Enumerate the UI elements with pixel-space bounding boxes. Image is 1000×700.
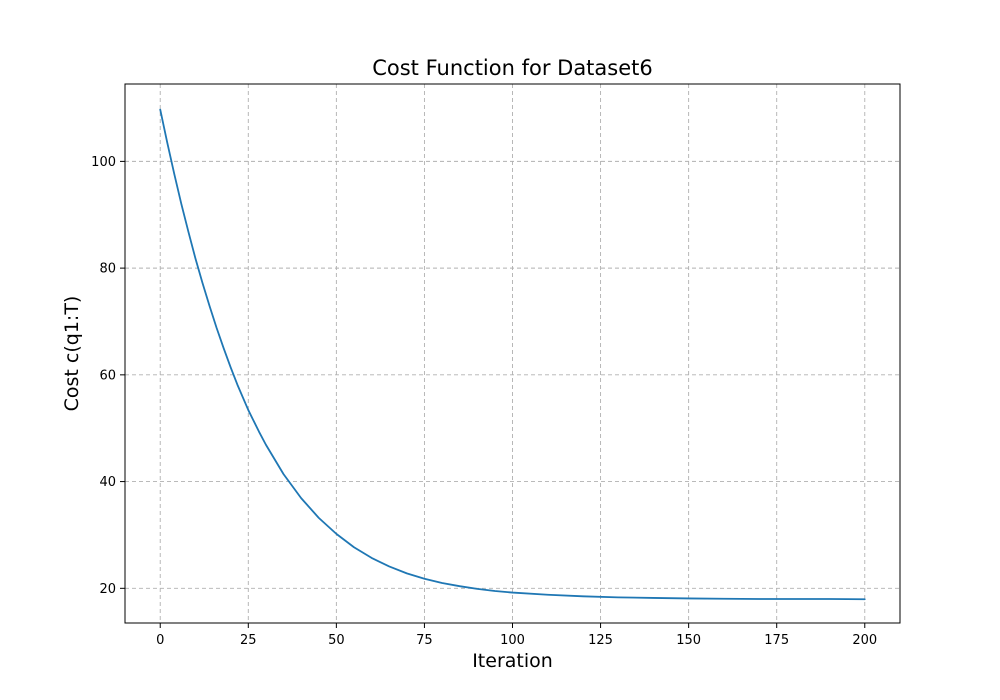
series-layer bbox=[159, 108, 866, 601]
axis-ticks: 0 25 50 75 100 125 150 175 200 20 40 60 80 100 bbox=[91, 155, 877, 648]
x-tick-label: 175 bbox=[764, 633, 789, 648]
y-tick-label: 40 bbox=[99, 475, 116, 490]
y-axis-label: Cost c(q1:T) bbox=[61, 296, 83, 412]
x-tick-label: 75 bbox=[416, 633, 433, 648]
x-tick-label: 0 bbox=[156, 633, 164, 648]
y-tick-label: 100 bbox=[91, 155, 116, 170]
y-tick-label: 80 bbox=[99, 262, 116, 277]
x-tick-label: 200 bbox=[852, 633, 877, 648]
chart-title: Cost Function for Dataset6 bbox=[372, 56, 653, 80]
series-line bbox=[159, 108, 866, 601]
x-tick-label: 125 bbox=[588, 633, 613, 648]
y-tick-label: 20 bbox=[99, 582, 116, 597]
x-axis-label: Iteration bbox=[472, 650, 553, 672]
y-tick-label: 60 bbox=[99, 368, 116, 383]
x-tick-label: 100 bbox=[500, 633, 525, 648]
x-tick-label: 25 bbox=[240, 633, 257, 648]
grid-lines bbox=[125, 84, 900, 623]
x-tick-label: 50 bbox=[328, 633, 345, 648]
x-tick-label: 150 bbox=[676, 633, 701, 648]
